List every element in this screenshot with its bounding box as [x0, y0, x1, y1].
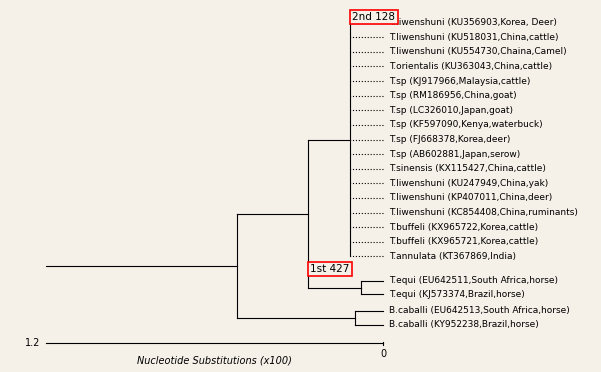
Text: T.liwenshuni (KP407011,China,deer): T.liwenshuni (KP407011,China,deer)	[389, 193, 552, 202]
Text: T.liwenshuni (KU518031,China,cattle): T.liwenshuni (KU518031,China,cattle)	[389, 33, 558, 42]
Text: T.sp (FJ668378,Korea,deer): T.sp (FJ668378,Korea,deer)	[389, 135, 510, 144]
Text: 1.2: 1.2	[25, 338, 41, 348]
Text: T.equi (EU642511,South Africa,horse): T.equi (EU642511,South Africa,horse)	[389, 276, 558, 285]
Text: T.orientalis (KU363043,China,cattle): T.orientalis (KU363043,China,cattle)	[389, 62, 552, 71]
Text: 0: 0	[380, 349, 386, 359]
Text: T.buffeli (KX965721,Korea,cattle): T.buffeli (KX965721,Korea,cattle)	[389, 237, 538, 246]
Text: T.liwenshuni (KU356903,Korea, Deer): T.liwenshuni (KU356903,Korea, Deer)	[389, 18, 557, 27]
Text: T.sp (KF597090,Kenya,waterbuck): T.sp (KF597090,Kenya,waterbuck)	[389, 121, 543, 129]
Text: T.sp (LC326010,Japan,goat): T.sp (LC326010,Japan,goat)	[389, 106, 513, 115]
Text: T.sp (AB602881,Japan,serow): T.sp (AB602881,Japan,serow)	[389, 150, 520, 158]
Text: 1st 427: 1st 427	[310, 264, 350, 274]
Text: 2nd 128: 2nd 128	[353, 12, 395, 22]
Text: T.buffeli (KX965722,Korea,cattle): T.buffeli (KX965722,Korea,cattle)	[389, 223, 538, 232]
Text: B.caballi (EU642513,South Africa,horse): B.caballi (EU642513,South Africa,horse)	[389, 307, 570, 315]
Text: T.liwenshuni (KU554730,Chaina,Camel): T.liwenshuni (KU554730,Chaina,Camel)	[389, 47, 567, 56]
Text: T.equi (KJ573374,Brazil,horse): T.equi (KJ573374,Brazil,horse)	[389, 289, 525, 299]
Text: T.sp (KJ917966,Malaysia,cattle): T.sp (KJ917966,Malaysia,cattle)	[389, 77, 530, 86]
Text: Nucleotide Substitutions (x100): Nucleotide Substitutions (x100)	[138, 356, 292, 366]
Text: T.liwenshuni (KU247949,China,yak): T.liwenshuni (KU247949,China,yak)	[389, 179, 548, 188]
Text: T.annulata (KT367869,India): T.annulata (KT367869,India)	[389, 252, 516, 261]
Text: T.sp (RM186956,China,goat): T.sp (RM186956,China,goat)	[389, 91, 517, 100]
Text: T.sinensis (KX115427,China,cattle): T.sinensis (KX115427,China,cattle)	[389, 164, 546, 173]
Text: B.caballi (KY952238,Brazil,horse): B.caballi (KY952238,Brazil,horse)	[389, 320, 538, 329]
Text: T.liwenshuni (KC854408,China,ruminants): T.liwenshuni (KC854408,China,ruminants)	[389, 208, 578, 217]
